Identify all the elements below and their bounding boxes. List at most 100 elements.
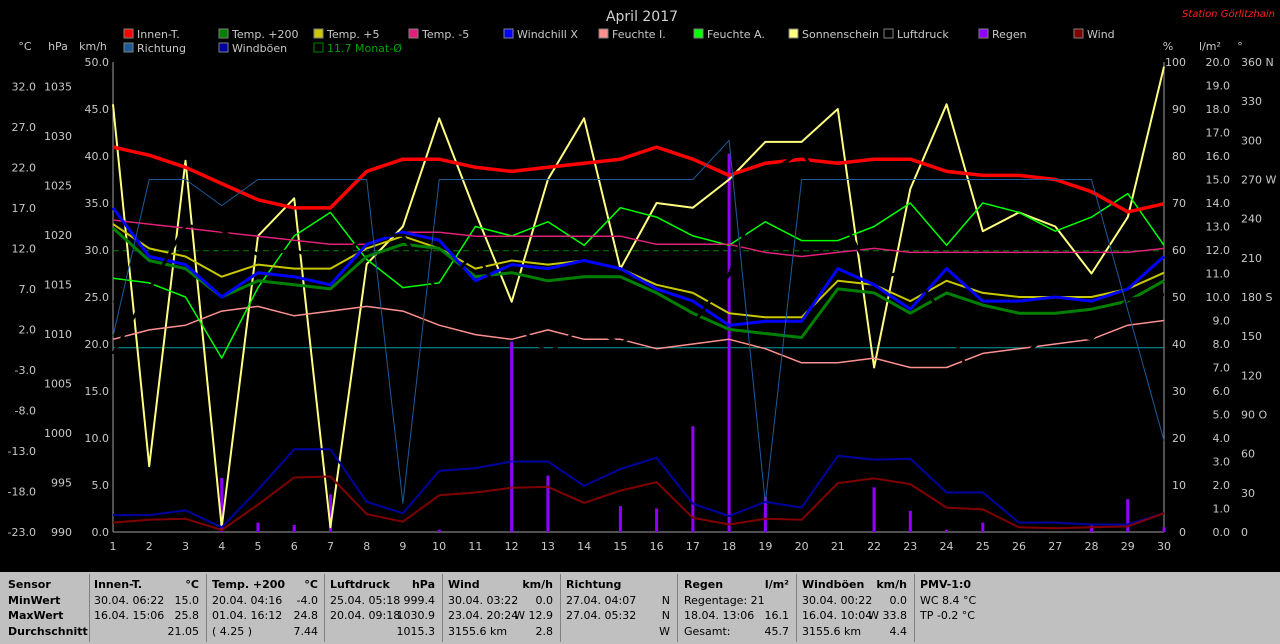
- pct-axis-tick-label: 40: [1172, 338, 1186, 351]
- pmv-wc: WC 8.4 °C: [920, 593, 977, 607]
- x-tick-label: 12: [505, 540, 519, 553]
- legend-swatch: [883, 28, 894, 39]
- stats-col-pmv: PMV-1:0 WC 8.4 °C TP -0.2 °C: [920, 577, 1020, 624]
- x-tick-label: 7: [327, 540, 334, 553]
- rain-bar: [437, 529, 441, 532]
- lm2-axis-tick-label: 14.0: [1206, 197, 1231, 210]
- stats-unit-wind: km/h: [522, 578, 553, 591]
- temp-min-value: -4.0: [296, 593, 318, 607]
- legend-label: Windböen: [232, 42, 287, 55]
- pct-axis-tick-label: 70: [1172, 197, 1186, 210]
- kmh-axis-tick-label: 50.0: [85, 56, 110, 69]
- deg-axis-tick-label: 210: [1241, 252, 1262, 265]
- rain-bar: [872, 487, 876, 532]
- deg-axis-tick-label: 90 O: [1241, 409, 1267, 422]
- boeen-min-value: 0.0: [889, 593, 908, 607]
- stats-head-richtung: Richtung: [566, 578, 622, 591]
- boeen-avg-value: 4.4: [889, 624, 908, 638]
- lm2-axis-tick-label: 5.0: [1213, 409, 1231, 422]
- x-tick-label: 16: [650, 540, 664, 553]
- legend-swatch: [123, 28, 134, 39]
- legend-swatch: [693, 28, 704, 39]
- legend-label: Wind: [1087, 28, 1115, 41]
- pct-axis-tick-label: 10: [1172, 479, 1186, 492]
- boeen-max-time: 10:04: [840, 609, 873, 622]
- druck-min-time: 05:18: [368, 593, 401, 607]
- legend-swatch: [218, 42, 229, 53]
- temp-min-date: 20.04.: [212, 593, 247, 607]
- druck-max-date: 20.04.: [330, 609, 365, 622]
- rain-bar: [328, 494, 332, 532]
- rain-bar: [763, 496, 767, 532]
- lm2-axis-tick-label: 16.0: [1206, 150, 1231, 163]
- chart-legend: Innen-T. Temp. +200 Temp. +5 Temp. -5 Windch…: [123, 28, 1115, 55]
- stats-label-min: MinWert: [8, 593, 61, 607]
- series-line-feuchteA: [112, 192, 1165, 359]
- rain-bar: [546, 475, 550, 532]
- lm2-axis-tick-label: 0.0: [1213, 526, 1231, 539]
- x-tick-label: 17: [686, 540, 700, 553]
- rain-bar: [1126, 499, 1130, 532]
- legend-swatch: [978, 28, 989, 39]
- temp-axis-tick-label: 7.0: [19, 283, 37, 296]
- x-tick-label: 19: [758, 540, 772, 553]
- boeen-min-date: 30.04.: [802, 593, 837, 607]
- wind-min-time: 03:22: [486, 593, 519, 607]
- regen-days: Regentage: 21: [684, 593, 765, 607]
- hpa-axis-tick-label: 1020: [44, 229, 72, 242]
- legend-swatch: [503, 28, 514, 39]
- hpa-axis-tick-label: 995: [51, 477, 72, 490]
- stats-divider: [677, 574, 678, 642]
- kmh-axis-tick-label: 40.0: [85, 150, 110, 163]
- kmh-axis-tick-label: 20.0: [85, 338, 110, 351]
- stats-col-innen: Innen-T. °C 30.04. 06:22 15.0 16.04. 15:06…: [94, 577, 199, 639]
- legend-swatch: [218, 28, 229, 39]
- druck-max-time: 09:18: [368, 609, 401, 622]
- series-line-windchill: [111, 207, 1166, 327]
- wind-distance: 3155.6 km: [448, 624, 508, 638]
- temp-max-value: 24.8: [293, 609, 319, 622]
- x-tick-label: 10: [432, 540, 446, 553]
- x-tick-label: 30: [1157, 540, 1171, 553]
- series-line-feuchteI: [112, 305, 1165, 369]
- rain-bar: [256, 522, 260, 532]
- deg-axis-tick-label: 180 S: [1241, 291, 1272, 304]
- stats-col-boeen: Windböen km/h 30.04. 00:22 0.0 16.04. 10:0…: [802, 577, 907, 639]
- series-line-temp200: [111, 226, 1165, 339]
- richtung-max-time: 05:32: [604, 609, 637, 622]
- stats-col-richtung: Richtung 27.04. 04:07 N 27.04. 05:32 N W: [566, 577, 670, 639]
- lm2-axis-tick-label: 6.0: [1213, 385, 1231, 398]
- legend-label: Innen-T.: [137, 28, 180, 41]
- x-tick-label: 6: [291, 540, 298, 553]
- regen-max-value: 16.1: [764, 609, 790, 622]
- legend-swatch: [788, 28, 799, 39]
- innen-min-value: 15.0: [174, 593, 200, 607]
- stats-head-druck: Luftdruck: [330, 578, 390, 591]
- stats-divider: [914, 574, 915, 642]
- boeen-max-date: 16.04.: [802, 609, 837, 622]
- weather-chart: April 2017 Station Görlitzhain Innen-T. T…: [0, 0, 1280, 572]
- kmh-axis-tick-label: 15.0: [85, 385, 110, 398]
- legend-label: Temp. -5: [421, 28, 469, 41]
- lm2-axis-tick-label: 20.0: [1206, 56, 1231, 69]
- stats-head-wind: Wind: [448, 578, 480, 591]
- boeen-max-value: W 33.8: [868, 609, 907, 622]
- plot-area: [111, 66, 1166, 532]
- x-tick-label: 8: [363, 540, 370, 553]
- wind-min-value: 0.0: [535, 593, 554, 607]
- innen-max-date: 16.04.: [94, 609, 129, 622]
- richtung-min-date: 27.04.: [566, 593, 601, 607]
- station-name: Station Görlitzhain: [1182, 9, 1275, 20]
- temp-avg-note: ( 4.25 ): [212, 624, 253, 638]
- stats-label-max: MaxWert: [8, 609, 64, 622]
- stats-divider: [442, 574, 443, 642]
- legend-label: 11.7 Monat-Ø: [327, 42, 402, 55]
- legend-swatch: [1073, 28, 1084, 39]
- series-line-sonne: [112, 66, 1165, 529]
- pct-axis-tick-label: 50: [1172, 291, 1186, 304]
- rain-bar: [945, 529, 949, 532]
- boeen-min-time: 00:22: [840, 593, 873, 607]
- x-tick-label: 4: [218, 540, 225, 553]
- stats-unit-druck: hPa: [411, 578, 435, 591]
- lm2-axis-tick-label: 18.0: [1206, 103, 1231, 116]
